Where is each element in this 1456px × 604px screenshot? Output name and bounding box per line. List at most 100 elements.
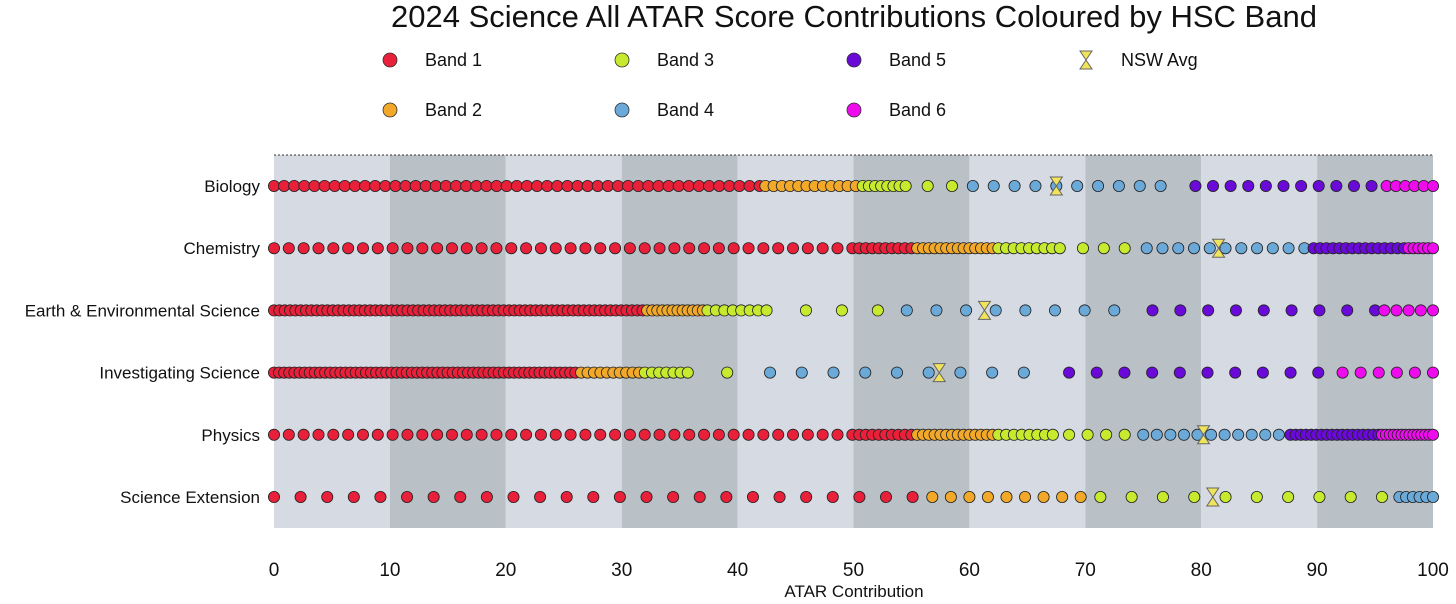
- bg-band-6: [969, 155, 1086, 528]
- data-point: [1063, 428, 1076, 441]
- data-point: [900, 304, 913, 317]
- data-point: [1053, 242, 1066, 255]
- data-point: [267, 490, 280, 503]
- data-point: [454, 490, 467, 503]
- nsw-average-markers: [932, 176, 1226, 507]
- y-label-subject: Physics: [201, 426, 260, 445]
- data-point: [853, 490, 866, 503]
- data-point: [799, 304, 812, 317]
- data-point: [642, 179, 655, 192]
- y-label-subject: Biology: [204, 177, 260, 196]
- nsw-avg-marker: [1211, 238, 1226, 258]
- data-point: [1202, 304, 1215, 317]
- data-point: [1344, 490, 1357, 503]
- nsw-avg-marker: [977, 300, 992, 320]
- x-tick-label: 50: [843, 560, 864, 581]
- data-point: [445, 242, 458, 255]
- data-point: [721, 366, 734, 379]
- x-tick-label: 60: [959, 560, 980, 581]
- x-tick-label: 40: [727, 560, 748, 581]
- data-point: [386, 428, 399, 441]
- data-point: [1049, 304, 1062, 317]
- data-point: [348, 179, 361, 192]
- data-point: [587, 490, 600, 503]
- data-point: [1074, 490, 1087, 503]
- data-point: [1173, 366, 1186, 379]
- data-point: [338, 179, 351, 192]
- data-point: [371, 428, 384, 441]
- data-point: [1017, 366, 1030, 379]
- data-point: [1112, 179, 1125, 192]
- data-point: [1081, 428, 1094, 441]
- legend-label-band-3: Band 3: [657, 50, 714, 70]
- bg-band-2: [505, 155, 622, 528]
- data-point: [386, 242, 399, 255]
- data-point: [505, 428, 518, 441]
- data-point: [954, 366, 967, 379]
- bg-band-1: [389, 155, 506, 528]
- data-point: [890, 366, 903, 379]
- data-point: [1133, 179, 1146, 192]
- data-point: [1390, 304, 1403, 317]
- data-point: [1312, 179, 1325, 192]
- data-point: [282, 428, 295, 441]
- data-point: [1156, 490, 1169, 503]
- legend-marker-band-1: [382, 52, 398, 68]
- nsw-avg-marker: [1049, 176, 1064, 196]
- data-point: [662, 179, 675, 192]
- data-point: [1118, 428, 1131, 441]
- data-point: [520, 179, 533, 192]
- data-point: [760, 304, 773, 317]
- data-point: [826, 490, 839, 503]
- data-point: [831, 428, 844, 441]
- data-point: [374, 490, 387, 503]
- data-point: [1259, 428, 1272, 441]
- x-axis-label: ATAR Contribution: [784, 582, 923, 601]
- data-point: [742, 242, 755, 255]
- legend-marker-band-4: [614, 102, 630, 118]
- data-point: [667, 490, 680, 503]
- data-point: [1232, 428, 1245, 441]
- data-point: [638, 428, 651, 441]
- data-point: [500, 179, 513, 192]
- data-point: [1094, 490, 1107, 503]
- data-point: [1188, 242, 1201, 255]
- data-point: [801, 242, 814, 255]
- data-point: [623, 428, 636, 441]
- data-point: [757, 242, 770, 255]
- bg-band-0: [274, 155, 390, 528]
- data-point: [981, 490, 994, 503]
- data-point: [356, 242, 369, 255]
- data-point: [267, 428, 280, 441]
- data-point: [1245, 428, 1258, 441]
- data-point: [1272, 428, 1285, 441]
- data-point: [1201, 366, 1214, 379]
- data-point: [871, 304, 884, 317]
- data-point: [327, 242, 340, 255]
- data-point: [507, 490, 520, 503]
- data-point: [541, 179, 554, 192]
- data-point: [475, 242, 488, 255]
- data-point: [1229, 304, 1242, 317]
- data-point: [409, 179, 422, 192]
- data-point: [681, 366, 694, 379]
- data-point: [460, 428, 473, 441]
- data-point: [1295, 179, 1308, 192]
- data-point: [267, 179, 280, 192]
- data-point: [439, 179, 452, 192]
- data-point: [1219, 490, 1232, 503]
- data-point: [445, 428, 458, 441]
- data-point: [560, 490, 573, 503]
- data-point: [470, 179, 483, 192]
- data-point: [1427, 242, 1440, 255]
- data-point: [1097, 242, 1110, 255]
- data-point: [921, 179, 934, 192]
- x-tick-label: 70: [1075, 560, 1096, 581]
- data-point: [1219, 242, 1232, 255]
- data-point: [342, 242, 355, 255]
- data-point: [1285, 304, 1298, 317]
- data-point: [294, 490, 307, 503]
- legend: Band 1 Band 2 Band 3 Band 4 Band 5 Band 6 NSW …: [382, 50, 1198, 120]
- data-point: [534, 242, 547, 255]
- bg-band-7: [1085, 155, 1202, 528]
